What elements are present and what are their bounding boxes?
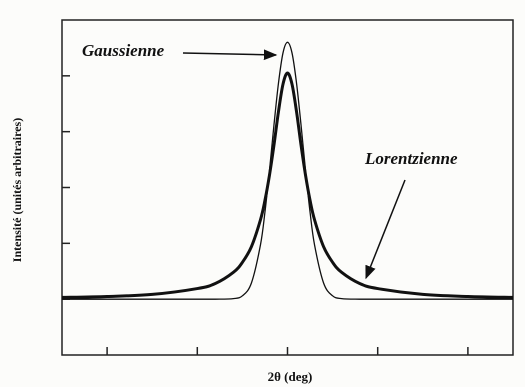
- annotation-arrow: [365, 179, 406, 280]
- line-1: [61, 71, 514, 299]
- y-axis-label: Intensité (unités arbitraires): [10, 118, 24, 262]
- x-axis-label: 2θ (deg): [268, 369, 313, 384]
- annotation-gaussienne: Gaussienne: [82, 41, 165, 60]
- annotation-lorentzienne: Lorentzienne: [364, 149, 458, 168]
- line-0: [62, 41, 513, 300]
- annotation-arrow: [182, 49, 278, 61]
